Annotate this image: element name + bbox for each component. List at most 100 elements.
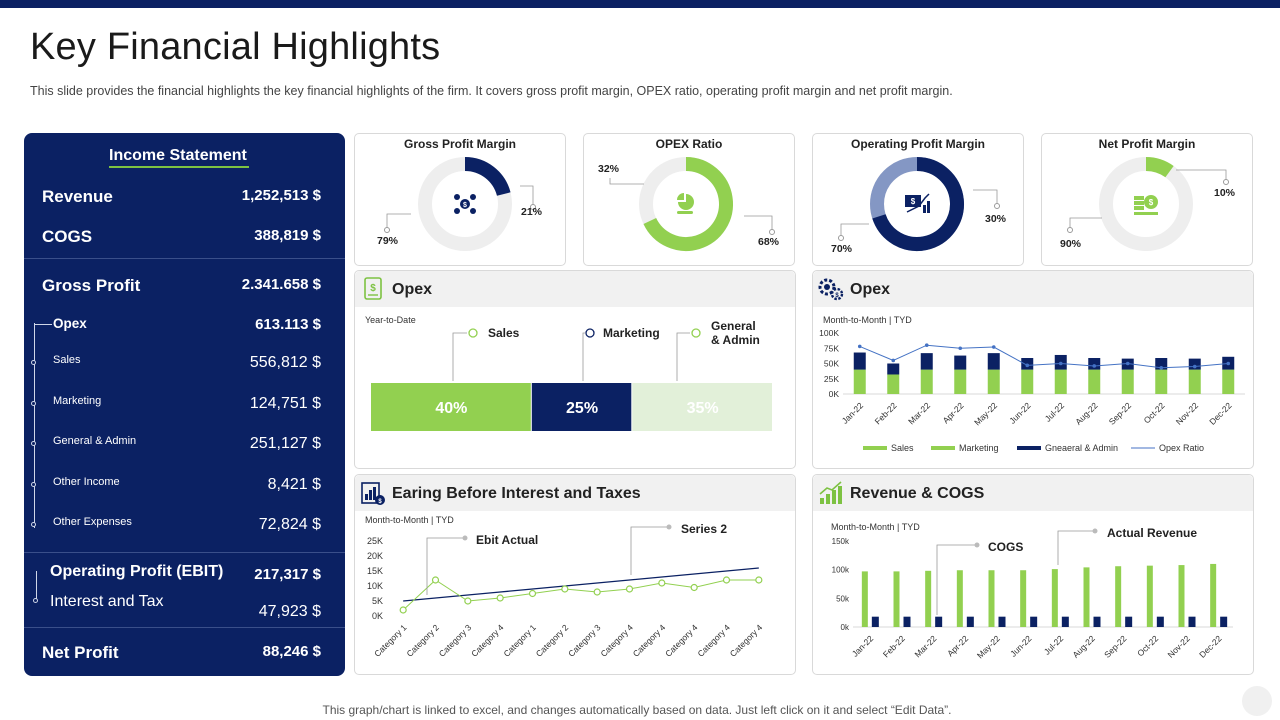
- period-label: Month-to-Month | TYD: [831, 522, 920, 532]
- donut-card-net-profit-margin[interactable]: Net Profit Margin $ 10% 90%: [1041, 133, 1253, 266]
- bar-cogs: [1030, 616, 1038, 627]
- income-row-interest-tax: Interest and Tax 47,923 $: [24, 593, 345, 620]
- opex-ytd-card[interactable]: $ Opex Year-to-Date 40% 25% 35% Sales Mark…: [354, 270, 796, 469]
- bar-sales: [1222, 369, 1235, 394]
- opex-segment: [371, 383, 531, 431]
- x-tick-label: Apr-22: [945, 633, 970, 658]
- svg-text:$: $: [911, 197, 916, 206]
- section-title: Opex: [392, 281, 433, 298]
- line-ebit-actual: [402, 579, 759, 611]
- income-row-net-profit: Net Profit 88,246 $: [24, 643, 345, 663]
- leader-line: [1057, 530, 1093, 565]
- svg-text:$: $: [378, 499, 382, 505]
- bar-cogs: [1125, 616, 1133, 627]
- leader-dot: [530, 204, 536, 210]
- leader-line: [1069, 217, 1102, 230]
- footer-note: This graph/chart is linked to excel, and…: [322, 703, 952, 717]
- opex-stacked-bar: 40% 25% 35%: [371, 328, 772, 431]
- callout-cogs: COGS: [988, 540, 1024, 554]
- y-tick-label: 25K: [367, 536, 383, 546]
- bar-sales: [987, 369, 1000, 394]
- leader-dot: [1223, 179, 1229, 185]
- point-opex-ratio: [891, 358, 896, 363]
- bar-cogs: [1188, 616, 1196, 627]
- leader-dot: [1067, 227, 1073, 233]
- x-tick-label: Aug-22: [1070, 633, 1097, 660]
- bar-actual-revenue: [1115, 566, 1122, 627]
- point-opex-ratio: [991, 345, 996, 349]
- income-row-general-admin: General & Admin 251,127 $: [24, 435, 345, 455]
- point-opex-ratio: [1092, 364, 1097, 368]
- legend-marker-sales: [468, 328, 478, 338]
- x-tick-label: Dec-22: [1197, 633, 1224, 660]
- revenue-cogs-card[interactable]: Revenue & COGS Month-to-Month | TYD 150k…: [812, 474, 1254, 675]
- point-opex-ratio: [1025, 363, 1030, 368]
- donut-chart: $: [838, 157, 1000, 251]
- x-tick-label: Aug-22: [1073, 400, 1100, 427]
- donut-arc: [643, 157, 733, 251]
- opex-segment: [632, 383, 772, 431]
- x-tick-label: Oct-22: [1135, 633, 1160, 658]
- donut-title: Operating Profit Margin: [850, 137, 985, 151]
- point-ebit-actual: [399, 606, 407, 614]
- donut-pct-a: 79%: [377, 235, 399, 247]
- legend-label: Gneaeral & Admin: [1045, 443, 1118, 453]
- line-series-2: [403, 567, 759, 602]
- donut-pct-a: 90%: [1060, 238, 1082, 250]
- donut-card-gross-profit-margin[interactable]: Gross Profit Margin $ 21% 79%: [354, 133, 566, 266]
- bar-actual-revenue: [1020, 570, 1027, 627]
- income-row-gross-profit: Gross Profit 2.341.658 $: [24, 276, 345, 296]
- income-row-ebit: Operating Profit (EBIT) 217,317 $: [24, 563, 345, 583]
- point-ebit-actual: [690, 583, 698, 592]
- income-value: 251,127 $: [249, 435, 321, 452]
- x-tick-label: Nov-22: [1174, 400, 1201, 427]
- bar-sales: [954, 369, 967, 394]
- y-tick-label: 5K: [372, 596, 383, 606]
- y-tick-label: 0k: [841, 623, 850, 632]
- leader-dot: [462, 535, 468, 541]
- ebit-card[interactable]: $ Earing Before Interest and Taxes Month…: [354, 474, 796, 675]
- x-tick-label: Category 3: [437, 622, 474, 659]
- point-opex-ratio: [857, 344, 862, 349]
- x-tick-label: Oct-22: [1142, 400, 1167, 425]
- leader-line: [452, 332, 467, 381]
- donut-pct-b: 30%: [985, 213, 1007, 225]
- line-opex-ratio: [859, 344, 1229, 369]
- dollar-network-icon: $: [454, 194, 476, 214]
- income-label: COGS: [42, 227, 93, 246]
- donut-pct-a: 32%: [598, 163, 620, 175]
- bar-general-admin: [853, 352, 866, 370]
- tree-node: [31, 441, 36, 446]
- point-opex-ratio: [958, 346, 963, 351]
- bar-cogs: [966, 616, 974, 627]
- slide-nav-button[interactable]: [1242, 686, 1272, 716]
- point-opex-ratio: [1192, 364, 1197, 369]
- donut-card-operating-profit-margin[interactable]: Operating Profit Margin $ 30% 70%: [812, 133, 1024, 266]
- opex-monthly-card[interactable]: $ Opex Month-to-Month | TYD 100K 75K 50K 25…: [812, 270, 1254, 469]
- point-ebit-actual: [496, 594, 504, 602]
- donut-card-opex-ratio[interactable]: OPEX Ratio 32% 68%: [583, 133, 795, 266]
- y-tick-label: 0K: [372, 611, 383, 621]
- section-header: [813, 475, 1253, 511]
- income-value: 88,246 $: [262, 643, 321, 660]
- bar-actual-revenue: [1083, 567, 1090, 627]
- opex-segment: [531, 383, 632, 431]
- bar-actual-revenue: [988, 570, 995, 627]
- x-tick-label: Jun-22: [1007, 400, 1033, 426]
- x-tick-label: Category 4: [598, 622, 635, 659]
- leader-line: [676, 332, 690, 381]
- income-label: Sales: [53, 354, 81, 366]
- donut-title: Gross Profit Margin: [403, 137, 516, 151]
- callout-series-2: Series 2: [681, 522, 728, 536]
- donut-arc: [1145, 157, 1174, 178]
- y-tick-label: 50K: [824, 359, 839, 369]
- bar-sales: [1155, 369, 1168, 394]
- legend-swatch: [1017, 446, 1041, 450]
- x-tick-label: Mar-22: [906, 400, 932, 426]
- donut-pct-b: 10%: [1214, 187, 1236, 199]
- income-value: 613.113 $: [255, 316, 321, 333]
- leader-line: [744, 215, 773, 232]
- point-opex-ratio: [1125, 361, 1130, 366]
